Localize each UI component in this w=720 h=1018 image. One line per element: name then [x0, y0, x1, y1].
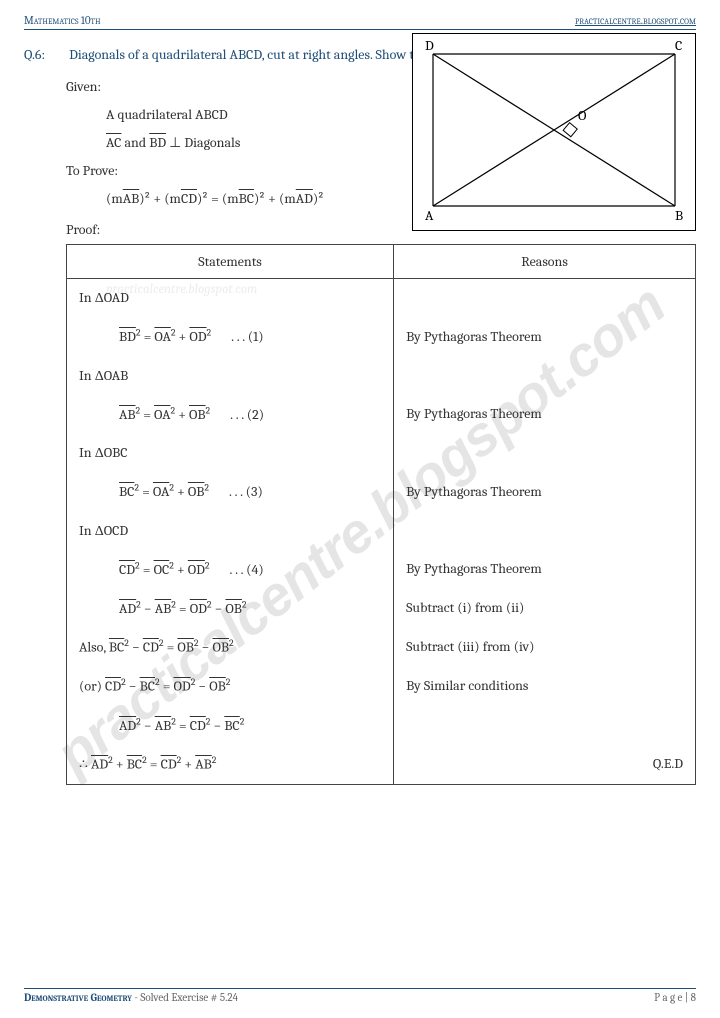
table-row — [394, 357, 696, 395]
table-row: In ΔOCD — [67, 512, 394, 550]
footer-right: P a g e | 8 — [654, 991, 696, 1004]
table-row: (or) CD2 − BC2 = OD2 − OB2 — [67, 667, 394, 706]
svg-text:C: C — [675, 40, 682, 54]
table-row: By Pythagoras Theorem — [394, 472, 696, 511]
table-row: AB2 = OA2 + OB2. . . (2) — [67, 395, 394, 434]
col-statements: Statements — [67, 245, 394, 279]
table-row: In ΔOAB — [67, 357, 394, 395]
table-row: In ΔOAD — [67, 279, 394, 318]
table-row: By Pythagoras Theorem — [394, 318, 696, 357]
svg-text:A: A — [425, 207, 434, 220]
table-row: AD2 − AB2 = OD2 − OB2 — [67, 589, 394, 628]
table-row — [394, 279, 696, 318]
table-row: BC2 = OA2 + OB2. . . (3) — [67, 472, 394, 511]
table-row: AD2 − AB2 = CD2 − BC2 — [67, 706, 394, 745]
table-row: Also, BC2 − CD2 = OB2 − OB2 — [67, 628, 394, 667]
table-row: CD2 = OC2 + OD2. . . (4) — [67, 550, 394, 589]
col-reasons: Reasons — [394, 245, 696, 279]
table-row — [394, 512, 696, 550]
svg-text:O: O — [578, 107, 587, 124]
table-row: ∴ AD2 + BC2 = CD2 + AB2 — [67, 745, 394, 785]
table-row — [394, 706, 696, 745]
page-footer: Demonstrative Geometry - Solved Exercise… — [24, 988, 696, 1004]
header-left: Mathematics 10th — [24, 14, 101, 27]
question-number: Q.6: — [24, 42, 66, 67]
table-row: BD2 = OA2 + OD2. . . (1) — [67, 318, 394, 357]
diagram: A B C D O — [412, 33, 696, 231]
table-row: In ΔOBC — [67, 434, 394, 472]
table-row: Subtract (i) from (ii) — [394, 589, 696, 628]
page-header: Mathematics 10th practicalcentre.blogspo… — [24, 14, 696, 30]
footer-left: Demonstrative Geometry - Solved Exercise… — [24, 991, 238, 1004]
table-row: By Similar conditions — [394, 667, 696, 706]
table-row — [394, 434, 696, 472]
header-link[interactable]: practicalcentre.blogspot.com — [575, 14, 696, 27]
table-row: By Pythagoras Theorem — [394, 550, 696, 589]
table-row: By Pythagoras Theorem — [394, 395, 696, 434]
table-row: Subtract (iii) from (iv) — [394, 628, 696, 667]
svg-text:B: B — [675, 207, 683, 220]
proof-table: Statements Reasons In ΔOADBD2 = OA2 + OD… — [66, 244, 696, 785]
table-row: Q.E.D — [394, 745, 696, 785]
svg-text:D: D — [425, 40, 434, 54]
